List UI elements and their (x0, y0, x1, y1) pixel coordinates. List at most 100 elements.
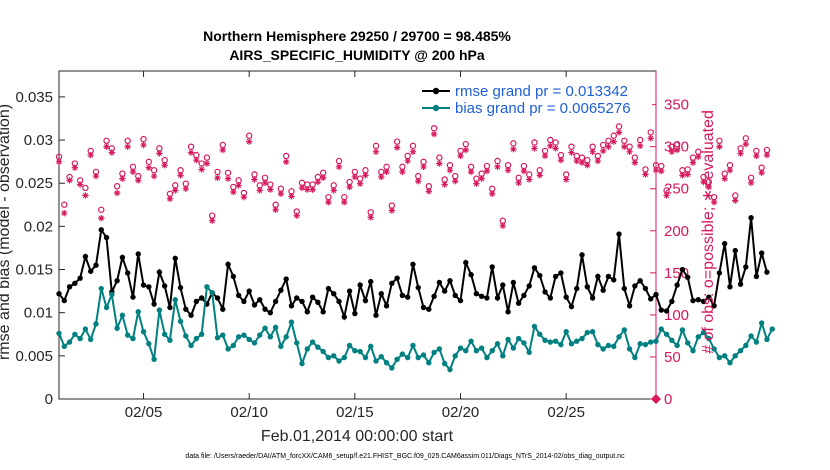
bias-data-point (151, 356, 157, 362)
bias-data-point (177, 318, 184, 325)
obs-evaluated-point (251, 176, 258, 183)
obs-evaluated-point (510, 146, 517, 153)
bias-data-point (441, 360, 448, 367)
rmse-data-point (336, 298, 342, 305)
obs-evaluated-point (689, 159, 697, 166)
bias-data-point (235, 334, 242, 340)
obs-evaluated-point (732, 197, 739, 204)
obs-possible-point (193, 151, 200, 159)
obs-evaluated-point (658, 167, 665, 175)
bias-data-point (489, 347, 495, 354)
bias-data-point (325, 354, 332, 361)
x-tick-label: 02/10 (230, 404, 268, 421)
obs-evaluated-point (245, 138, 253, 145)
rmse-data-point (669, 298, 675, 305)
rmse-data-point (183, 306, 189, 312)
bias-data-point (505, 336, 511, 343)
obs-evaluated-point (652, 167, 660, 174)
rmse-data-point (674, 282, 680, 288)
obs-evaluated-point (304, 186, 311, 193)
rmse-data-point (711, 303, 717, 309)
rmse-data-point (267, 309, 274, 316)
rmse-data-point (341, 314, 347, 320)
obs-possible-point (631, 154, 639, 161)
rmse-data-point (663, 308, 670, 314)
bias-data-point (574, 338, 580, 344)
obs-evaluated-point (272, 206, 279, 213)
legend-rmse-label: rmse grand pr = 0.013342 (455, 83, 628, 100)
obs-possible-point (351, 168, 359, 176)
obs-evaluated-point (209, 217, 216, 224)
obs-possible-point (330, 182, 337, 189)
obs-possible-point (758, 164, 765, 171)
obs-possible-point (224, 169, 232, 176)
rmse-data-point (378, 290, 384, 297)
rmse-data-point (188, 312, 194, 318)
rmse-series-line (58, 217, 768, 321)
rmse-data-point (172, 255, 178, 262)
obs-evaluated-point (82, 192, 89, 199)
bias-data-point (135, 309, 141, 315)
obs-evaluated-point (399, 168, 406, 176)
obs-evaluated-point (135, 177, 142, 184)
obs-evaluated-point (288, 193, 295, 200)
rmse-data-point (716, 270, 723, 276)
rmse-data-point (521, 292, 527, 299)
obs-possible-point (161, 156, 168, 164)
bias-data-point (193, 335, 200, 342)
obs-evaluated-point (224, 175, 232, 182)
rmse-data-point (695, 297, 701, 303)
obs-evaluated-point (425, 188, 433, 195)
bias-data-point (294, 340, 300, 346)
obs-possible-point (673, 140, 681, 148)
bias-data-point (721, 353, 728, 359)
obs-possible-point (441, 176, 448, 183)
obs-evaluated-point (457, 152, 464, 160)
obs-possible-point (541, 147, 549, 155)
obs-evaluated-point (462, 146, 470, 154)
y-tick-label-right: 350 (664, 97, 689, 114)
obs-possible-point (599, 141, 607, 149)
rmse-data-point (309, 294, 316, 300)
rmse-data-point (373, 312, 379, 318)
obs-possible-point (436, 154, 443, 161)
obs-evaluated-point (55, 158, 63, 166)
rmse-data-point (510, 279, 517, 286)
obs-evaluated-point (473, 180, 480, 187)
bias-data-point (299, 360, 305, 367)
bias-data-point (130, 335, 136, 342)
obs-possible-point (753, 147, 760, 155)
rmse-data-point (87, 268, 94, 274)
chart-title-line1: Northern Hemisphere 29250 / 29700 = 98.4… (203, 28, 511, 44)
bias-data-point (410, 342, 416, 349)
obs-possible-point (187, 143, 195, 150)
obs-possible-point (684, 166, 691, 173)
obs-possible-point (182, 180, 189, 187)
obs-evaluated-point (541, 152, 549, 160)
bias-data-point (124, 332, 131, 338)
bias-data-point (743, 342, 749, 349)
bias-data-point (457, 345, 464, 351)
rmse-data-point (457, 297, 464, 304)
obs-evaluated-point (356, 180, 364, 187)
rmse-data-point (66, 284, 73, 290)
obs-evaluated-point (452, 177, 459, 185)
bias-data-point (568, 341, 575, 347)
rmse-data-point (637, 278, 643, 284)
obs-possible-point (129, 163, 137, 171)
obs-possible-point (172, 182, 179, 189)
bias-data-point (415, 354, 421, 361)
obs-possible-point (446, 161, 454, 169)
obs-evaluated-point (710, 199, 718, 206)
obs-evaluated-point (631, 159, 639, 166)
obs-possible-point (467, 163, 475, 171)
rmse-data-point (146, 284, 152, 290)
y-tick-label-right: 250 (664, 181, 689, 198)
bias-data-point (156, 307, 163, 313)
rmse-data-point (368, 278, 374, 285)
obs-possible-point (230, 183, 237, 191)
obs-evaluated-point (621, 143, 628, 150)
obs-evaluated-point (467, 168, 475, 176)
rmse-data-point (743, 264, 749, 270)
obs-evaluated-point (293, 212, 300, 219)
